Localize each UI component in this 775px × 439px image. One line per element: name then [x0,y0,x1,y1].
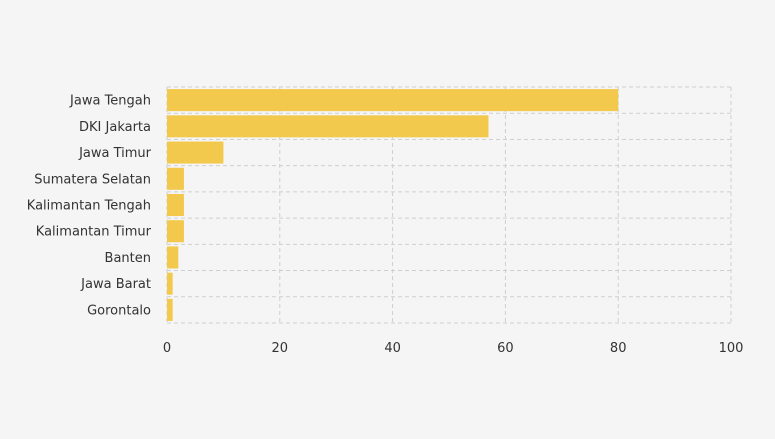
bar [167,246,179,269]
y-category-label: Kalimantan Tengah [27,199,151,214]
y-category-label: Banten [105,251,151,266]
bar [167,298,173,321]
bar [167,220,184,243]
bar [167,141,224,164]
bars [167,89,619,321]
grid-lines [166,86,732,324]
bar [167,115,489,138]
bar [167,272,173,295]
x-tick-label: 60 [497,341,514,356]
x-axis-labels: 0 20 40 60 80 100 [163,341,744,356]
y-category-label: Gorontalo [87,303,151,318]
x-tick-label: 100 [719,341,744,356]
y-category-label: DKI Jakarta [79,120,151,135]
bar [167,89,619,112]
y-axis-labels: Jawa Tengah DKI Jakarta Jawa Timur Sumatera… [27,94,152,319]
y-category-label: Jawa Barat [80,277,151,292]
bar [167,193,184,217]
bar [167,167,184,190]
x-tick-label: 0 [163,341,171,356]
y-category-label: Kalimantan Timur [36,225,152,240]
x-tick-label: 80 [610,341,627,356]
y-category-label: Jawa Timur [78,146,152,161]
x-tick-label: 20 [272,341,289,356]
x-tick-label: 40 [384,341,401,356]
y-category-label: Sumatera Selatan [34,172,151,187]
y-category-label: Jawa Tengah [69,94,151,109]
